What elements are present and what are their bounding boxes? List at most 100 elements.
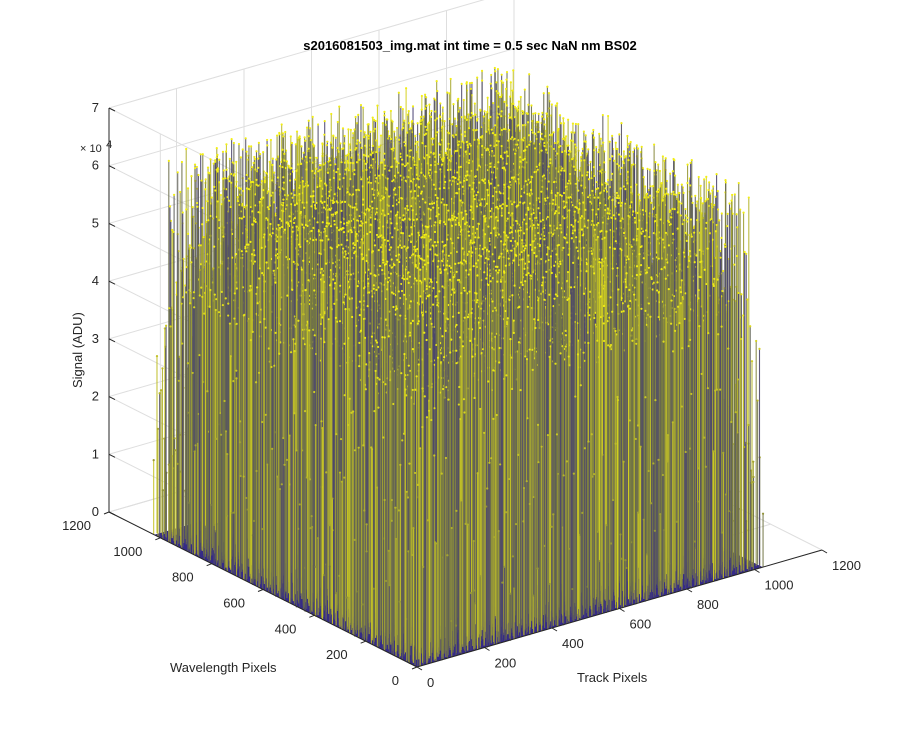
surface-peak xyxy=(173,194,175,196)
surface-peak xyxy=(265,326,267,328)
surface-peak xyxy=(162,489,164,491)
surface-peak xyxy=(161,367,163,369)
surface-peak xyxy=(193,306,195,308)
surface-peak xyxy=(320,180,322,182)
surface-peak xyxy=(306,161,308,163)
surface-peak xyxy=(254,158,256,160)
surface-peak xyxy=(213,162,215,164)
surface-peak xyxy=(220,434,222,436)
surface-peak xyxy=(356,161,358,163)
surface-peak xyxy=(211,196,213,198)
surface-peak xyxy=(216,147,218,149)
surface-peak xyxy=(233,142,235,144)
surface-peak xyxy=(290,135,292,137)
surface-peak xyxy=(265,217,267,219)
surface-peak xyxy=(306,127,308,129)
surface-peak xyxy=(249,289,251,291)
surface-peak xyxy=(253,254,255,256)
surface-peak xyxy=(281,149,283,151)
surface-peak xyxy=(231,138,233,140)
surface-peak xyxy=(442,112,444,114)
surface-peak xyxy=(316,157,318,159)
surface-peak xyxy=(262,197,264,199)
surface-peak xyxy=(373,119,375,121)
surface-peak xyxy=(292,197,294,199)
surface-peak xyxy=(266,144,268,146)
surface-peak xyxy=(245,250,247,252)
surface-peak xyxy=(375,151,377,153)
surface-peak xyxy=(350,129,352,131)
surface-peak xyxy=(352,132,354,134)
surface-peak xyxy=(367,135,369,137)
surface-peak xyxy=(364,163,366,165)
surface-peak xyxy=(273,172,275,174)
surface-peak xyxy=(314,172,316,174)
surface-peak xyxy=(296,130,298,132)
surface-peak xyxy=(290,167,292,169)
surface-peak xyxy=(265,414,267,416)
surface-peak xyxy=(406,154,408,156)
surface-peak xyxy=(340,161,342,163)
surface-peak xyxy=(199,294,201,296)
surface-peak xyxy=(372,158,374,160)
surface-peak xyxy=(187,187,189,189)
surface-peak xyxy=(360,147,362,149)
surface-peak xyxy=(380,162,382,164)
surface-peak xyxy=(234,292,236,294)
surface-peak xyxy=(360,130,362,132)
surface-peak xyxy=(205,178,207,180)
surface-peak xyxy=(181,303,183,305)
surface-peak xyxy=(463,99,465,101)
surface-peak xyxy=(241,250,243,252)
surface-peak xyxy=(196,166,198,168)
surface-peak xyxy=(256,302,258,304)
surface-peak xyxy=(348,153,350,155)
surface-peak xyxy=(259,321,261,323)
surface-peak xyxy=(415,143,417,145)
surface-peak xyxy=(323,163,325,165)
surface-peak xyxy=(350,157,352,159)
surface-peak xyxy=(395,161,397,163)
surface-peak xyxy=(293,222,295,224)
surface-peak xyxy=(421,109,423,111)
surface-peak xyxy=(424,94,426,96)
surface-peak xyxy=(243,216,245,218)
surface-peak xyxy=(344,135,346,137)
surface-peak xyxy=(236,323,238,325)
surface-peak xyxy=(442,106,444,108)
surface-peak xyxy=(198,354,200,356)
surface-peak xyxy=(230,355,232,357)
surface-peak xyxy=(228,200,230,202)
surface-peak xyxy=(282,204,284,206)
surface-peak xyxy=(378,146,380,148)
surface-peak xyxy=(249,241,251,243)
surface-peak xyxy=(197,174,199,176)
surface-peak xyxy=(476,119,478,121)
surface-peak xyxy=(382,122,384,124)
surface-peak xyxy=(360,104,362,106)
surface-peak xyxy=(231,512,233,514)
surface-peak xyxy=(367,155,369,157)
surface-peak xyxy=(239,217,241,219)
surface-peak xyxy=(474,103,476,105)
surface-peak xyxy=(393,130,395,132)
surface-peak xyxy=(410,149,412,151)
surface-peak xyxy=(251,253,253,255)
surface-peak xyxy=(481,70,483,72)
surface-peak xyxy=(255,150,257,152)
surface-peak xyxy=(436,90,438,92)
surface-peak xyxy=(461,83,463,85)
surface-peak xyxy=(206,200,208,202)
surface-peak xyxy=(178,380,180,382)
surface-peak xyxy=(495,81,497,83)
surface-peak xyxy=(312,201,314,203)
surface-peak xyxy=(160,389,162,391)
surface-peak xyxy=(253,156,255,158)
surface-peak xyxy=(323,207,325,209)
surface-peak xyxy=(240,156,242,158)
surface-peak xyxy=(439,116,441,118)
surface-peak xyxy=(471,82,473,84)
surface-peak xyxy=(376,105,378,107)
surface-peak xyxy=(179,191,181,193)
surface-peak xyxy=(208,172,210,174)
